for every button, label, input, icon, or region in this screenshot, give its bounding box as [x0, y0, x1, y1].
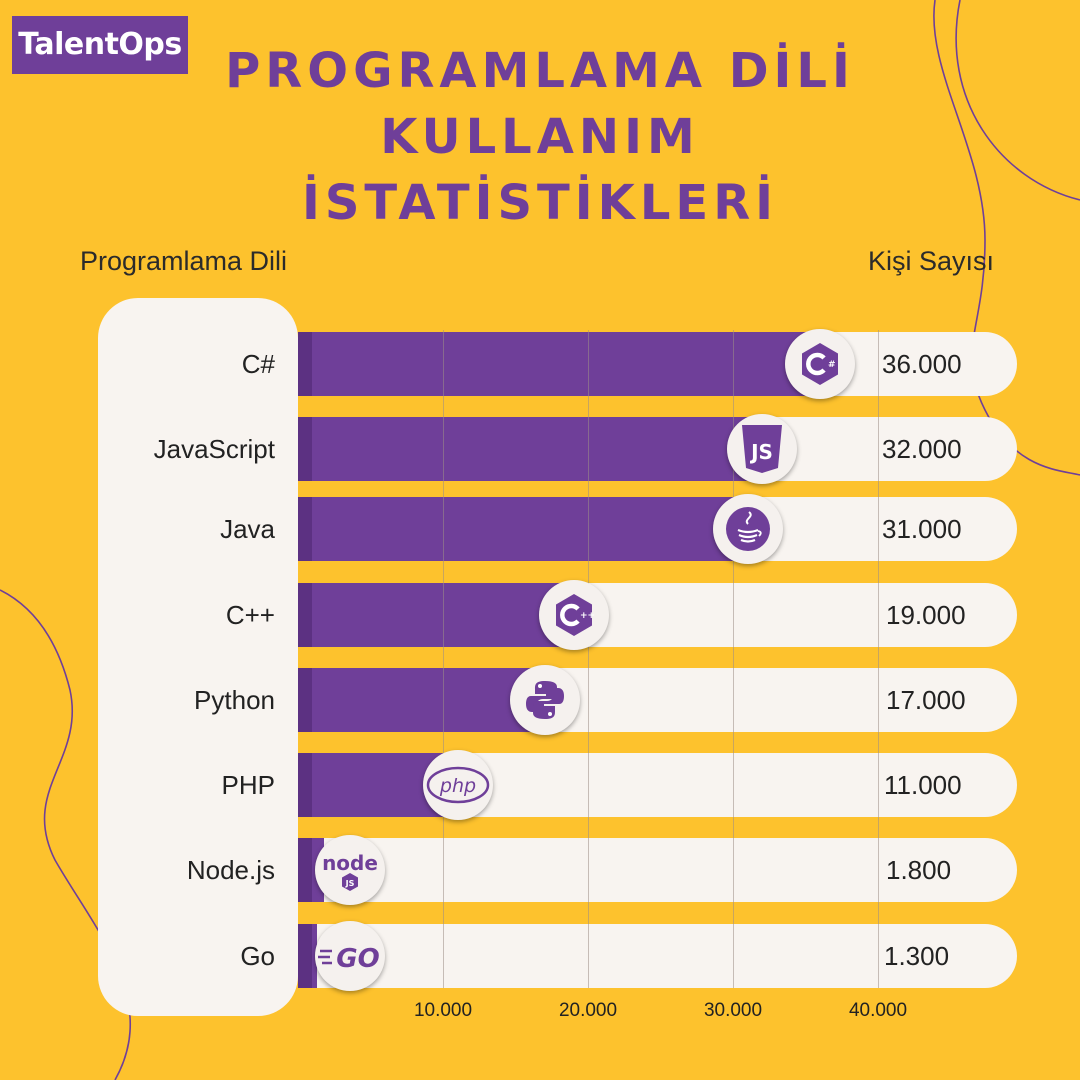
- bar-edge: [298, 417, 312, 481]
- language-badge: JS: [727, 414, 797, 484]
- category-label: Java: [220, 514, 275, 544]
- language-badge: node JS: [315, 835, 385, 905]
- language-badge: [510, 665, 580, 735]
- javascript-icon: JS: [739, 423, 785, 475]
- bar-edge: [298, 924, 312, 988]
- csharp-icon: #: [797, 341, 843, 387]
- column-header-language: Programlama Dili: [80, 246, 288, 276]
- title-line: KULLANIM: [380, 109, 700, 165]
- value-label: 1.300: [884, 941, 950, 971]
- bar-track: [298, 838, 1017, 902]
- language-badge: [713, 494, 783, 564]
- value-label: 32.000: [882, 434, 962, 464]
- svg-text:JS: JS: [749, 440, 773, 464]
- gridline: [878, 330, 879, 988]
- x-tick-label: 10.000: [413, 1000, 473, 1021]
- category-label: PHP: [221, 770, 275, 800]
- x-tick-label: 40.000: [848, 1000, 908, 1021]
- category-label-panel: [98, 298, 298, 1016]
- bar-java: [298, 497, 748, 561]
- language-badge: #: [785, 329, 855, 399]
- bar-edge: [298, 497, 312, 561]
- category-label: C#: [241, 349, 275, 379]
- talentops-logo: TalentOps: [12, 16, 188, 74]
- bar-edge: [298, 668, 312, 732]
- bar-python: [298, 668, 545, 732]
- python-icon: [523, 678, 567, 722]
- x-tick-label: 20.000: [558, 1000, 618, 1021]
- gridline: [588, 330, 589, 988]
- value-label: 36.000: [882, 349, 962, 379]
- bar-edge: [298, 332, 312, 396]
- bar-cplusplus: [298, 583, 574, 647]
- bar-javascript: [298, 417, 762, 481]
- svg-text:php: php: [439, 775, 476, 797]
- nodejs-icon: node JS: [319, 847, 381, 893]
- language-badge: GO: [315, 921, 385, 991]
- category-label: Go: [240, 941, 275, 971]
- svg-text:JS: JS: [345, 879, 355, 888]
- title-line: PROGRAMLAMA DİLİ: [225, 43, 855, 99]
- bar-edge: [298, 838, 312, 902]
- cplusplus-icon: ++: [551, 592, 597, 638]
- category-label: JavaScript: [153, 434, 275, 464]
- bar-edge: [298, 753, 312, 817]
- php-icon: php: [426, 765, 490, 805]
- java-icon: [725, 506, 771, 552]
- language-badge: ++: [539, 580, 609, 650]
- language-badge: php: [423, 750, 493, 820]
- value-label: 11.000: [884, 770, 962, 800]
- bar-csharp: [298, 332, 820, 396]
- title-line: İSTATİSTİKLERİ: [301, 175, 779, 231]
- value-label: 1.800: [886, 855, 952, 885]
- go-icon: GO: [318, 939, 382, 973]
- gridline: [443, 330, 444, 988]
- bar-track: [298, 924, 1017, 988]
- value-label: 19.000: [886, 600, 966, 630]
- page-title: PROGRAMLAMA DİLİ KULLANIM İSTATİSTİKLERİ: [140, 38, 940, 236]
- category-label: Python: [194, 685, 275, 715]
- category-label: Node.js: [186, 855, 275, 885]
- category-label: C++: [225, 600, 275, 630]
- value-label: 31.000: [882, 514, 962, 544]
- gridline: [733, 330, 734, 988]
- svg-text:#: #: [828, 360, 836, 370]
- column-header-count: Kişi Sayısı: [868, 246, 995, 276]
- svg-text:++: ++: [580, 611, 595, 621]
- svg-text:GO: GO: [336, 944, 379, 973]
- svg-text:node: node: [322, 851, 378, 875]
- value-label: 17.000: [886, 685, 966, 715]
- x-tick-label: 30.000: [703, 1000, 763, 1021]
- bar-edge: [298, 583, 312, 647]
